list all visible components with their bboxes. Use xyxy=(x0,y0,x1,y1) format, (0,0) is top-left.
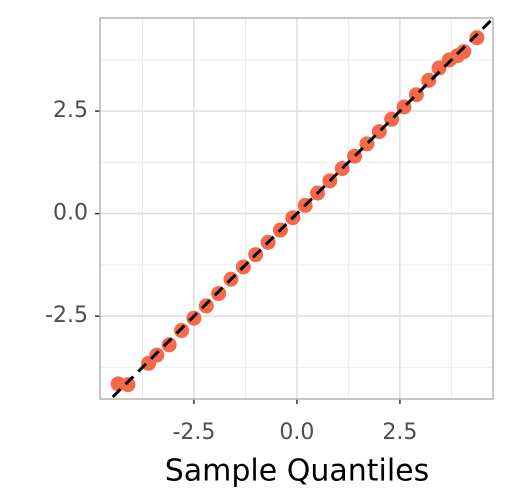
point xyxy=(120,377,136,393)
y-tick-label: 2.5 xyxy=(53,98,88,123)
y-tick-label: -2.5 xyxy=(45,303,88,328)
point xyxy=(456,44,472,60)
x-axis-title: Sample Quantiles xyxy=(165,454,430,489)
point xyxy=(161,337,177,353)
point xyxy=(431,60,447,76)
y-tick-label: 0.0 xyxy=(53,201,88,226)
x-tick-label: -2.5 xyxy=(172,420,215,445)
panel-border xyxy=(99,17,494,400)
x-tick-label: 2.5 xyxy=(382,420,417,445)
reference-line xyxy=(108,18,493,399)
point xyxy=(469,30,485,46)
x-tick-label: 0.0 xyxy=(279,420,314,445)
